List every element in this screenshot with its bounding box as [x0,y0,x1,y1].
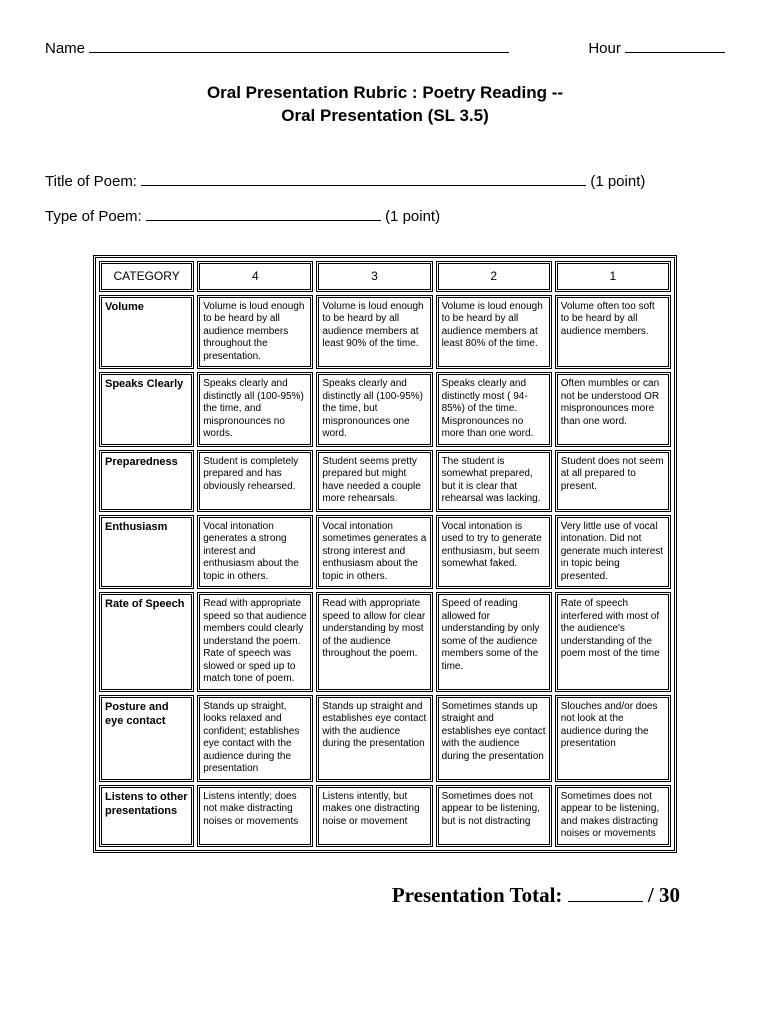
header-row: Name Hour [45,40,725,57]
name-label: Name [45,40,85,57]
table-row: Speaks Clearly Speaks clearly and distin… [99,372,671,447]
desc-cell: Student does not seem at all prepared to… [555,450,671,512]
desc-cell: Listens intently, but makes one distract… [316,785,432,847]
total-label: Presentation Total: [392,883,563,907]
category-cell: Listens to other presentations [99,785,194,847]
type-of-poem-label: Type of Poem: [45,208,142,225]
desc-cell: Listens intently; does not make distract… [197,785,313,847]
table-row: Preparedness Student is completely prepa… [99,450,671,512]
table-row: Volume Volume is loud enough to be heard… [99,295,671,370]
category-cell: Volume [99,295,194,370]
desc-cell: Speaks clearly and distinctly all (100-9… [316,372,432,447]
desc-cell: Rate of speech interfered with most of t… [555,592,671,692]
title-of-poem-input-line[interactable] [141,185,586,186]
total-max: / 30 [648,883,680,907]
category-cell: Preparedness [99,450,194,512]
desc-cell: Sometimes does not appear to be listenin… [436,785,552,847]
type-of-poem-input-line[interactable] [146,220,381,221]
type-of-poem-row: Type of Poem: (1 point) [45,208,725,225]
header-score-4: 4 [197,261,313,292]
title-line-1: Oral Presentation Rubric : Poetry Readin… [45,82,725,105]
type-of-poem-points: (1 point) [385,208,440,225]
hour-field: Hour [588,40,725,57]
desc-cell: Vocal intonation generates a strong inte… [197,515,313,590]
header-score-2: 2 [436,261,552,292]
title-of-poem-label: Title of Poem: [45,173,137,190]
page-title: Oral Presentation Rubric : Poetry Readin… [45,82,725,128]
title-of-poem-points: (1 point) [590,173,645,190]
desc-cell: The student is somewhat prepared, but it… [436,450,552,512]
hour-label: Hour [588,40,621,57]
header-score-3: 3 [316,261,432,292]
desc-cell: Often mumbles or can not be understood O… [555,372,671,447]
title-of-poem-row: Title of Poem: (1 point) [45,173,725,190]
desc-cell: Read with appropriate speed so that audi… [197,592,313,692]
desc-cell: Student is completely prepared and has o… [197,450,313,512]
desc-cell: Speaks clearly and distinctly all (100-9… [197,372,313,447]
desc-cell: Volume is loud enough to be heard by all… [316,295,432,370]
title-line-2: Oral Presentation (SL 3.5) [45,105,725,128]
desc-cell: Student seems pretty prepared but might … [316,450,432,512]
table-row: Enthusiasm Vocal intonation generates a … [99,515,671,590]
table-row: Rate of Speech Read with appropriate spe… [99,592,671,692]
rubric-container: CATEGORY 4 3 2 1 Volume Volume is loud e… [45,255,725,853]
desc-cell: Sometimes stands up straight and establi… [436,695,552,782]
header-score-1: 1 [555,261,671,292]
desc-cell: Vocal intonation is used to try to gener… [436,515,552,590]
desc-cell: Speed of reading allowed for understandi… [436,592,552,692]
total-input-line[interactable] [568,901,643,902]
table-row: Listens to other presentations Listens i… [99,785,671,847]
header-category: CATEGORY [99,261,194,292]
rubric-table: CATEGORY 4 3 2 1 Volume Volume is loud e… [93,255,677,853]
desc-cell: Slouches and/or does not look at the aud… [555,695,671,782]
desc-cell: Volume is loud enough to be heard by all… [197,295,313,370]
desc-cell: Very little use of vocal intonation. Did… [555,515,671,590]
desc-cell: Sometimes does not appear to be listenin… [555,785,671,847]
desc-cell: Speaks clearly and distinctly most ( 94-… [436,372,552,447]
desc-cell: Stands up straight and establishes eye c… [316,695,432,782]
category-cell: Enthusiasm [99,515,194,590]
name-field: Name [45,40,509,57]
desc-cell: Stands up straight, looks relaxed and co… [197,695,313,782]
desc-cell: Vocal intonation sometimes generates a s… [316,515,432,590]
total-row: Presentation Total: / 30 [45,883,725,908]
category-cell: Posture and eye contact [99,695,194,782]
category-cell: Rate of Speech [99,592,194,692]
hour-input-line[interactable] [625,52,725,53]
desc-cell: Volume is loud enough to be heard by all… [436,295,552,370]
name-input-line[interactable] [89,52,509,53]
rubric-header-row: CATEGORY 4 3 2 1 [99,261,671,292]
category-cell: Speaks Clearly [99,372,194,447]
table-row: Posture and eye contact Stands up straig… [99,695,671,782]
desc-cell: Volume often too soft to be heard by all… [555,295,671,370]
desc-cell: Read with appropriate speed to allow for… [316,592,432,692]
